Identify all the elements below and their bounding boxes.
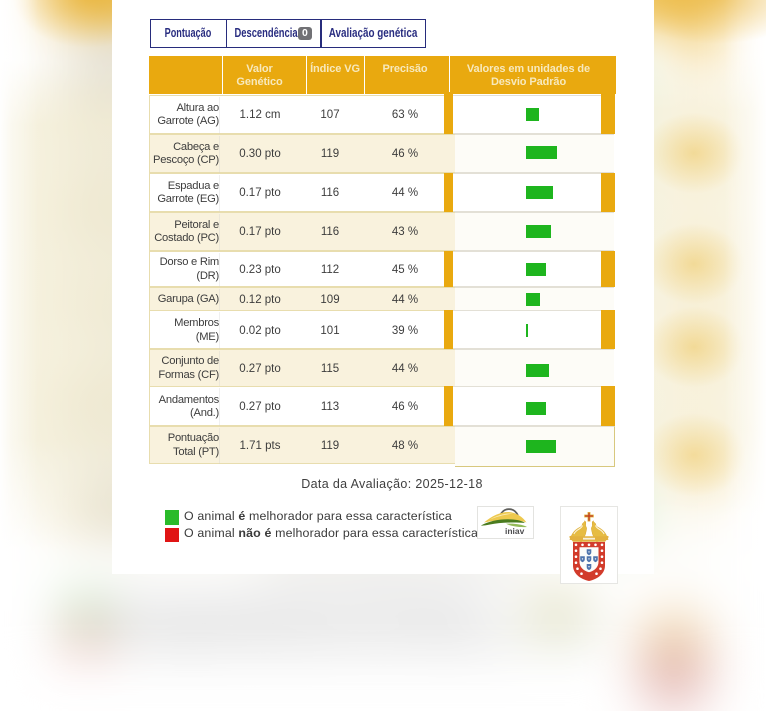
- svg-text:iniav: iniav: [555, 625, 583, 639]
- svg-text:iniav: iniav: [505, 526, 525, 536]
